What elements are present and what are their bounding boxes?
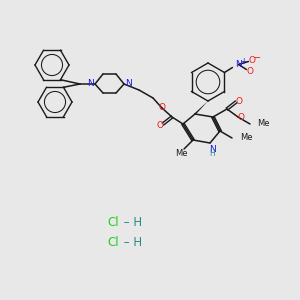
Text: N: N <box>208 145 215 154</box>
Polygon shape <box>194 101 208 114</box>
Text: N: N <box>235 60 242 69</box>
Text: Cl: Cl <box>107 236 119 250</box>
Text: N: N <box>124 80 131 88</box>
Text: Cl: Cl <box>107 215 119 229</box>
Text: −: − <box>254 52 262 62</box>
Text: O: O <box>157 121 164 130</box>
Text: O: O <box>158 103 166 112</box>
Text: – H: – H <box>120 236 142 250</box>
Text: Me: Me <box>175 149 187 158</box>
Text: Me: Me <box>257 119 269 128</box>
Text: H: H <box>209 149 215 158</box>
Text: O: O <box>249 56 256 65</box>
Text: O: O <box>247 67 254 76</box>
Text: Me: Me <box>240 134 253 142</box>
Text: N: N <box>88 80 94 88</box>
Text: +: + <box>240 57 247 66</box>
Text: – H: – H <box>120 215 142 229</box>
Text: O: O <box>236 97 242 106</box>
Text: O: O <box>238 112 244 122</box>
